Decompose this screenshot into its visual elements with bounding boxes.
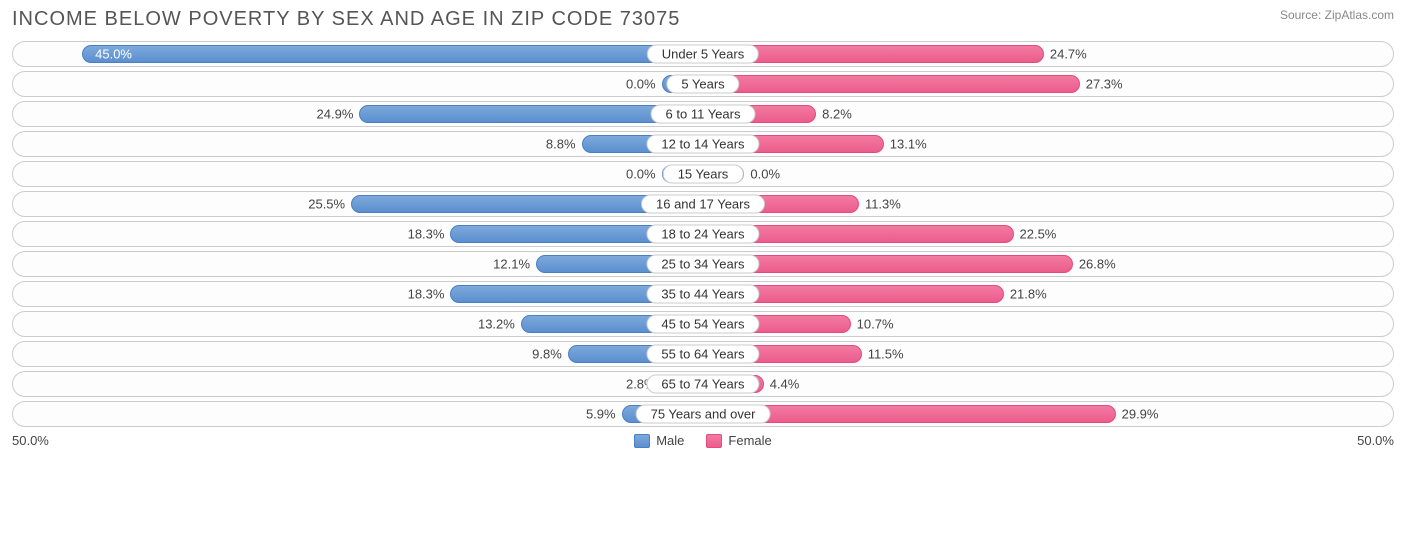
- female-half: 13.1%: [703, 132, 1393, 156]
- male-value-label: 18.3%: [408, 227, 445, 242]
- male-value-label: 9.8%: [532, 347, 562, 362]
- bar-row: 45.0% 24.7% Under 5 Years: [12, 41, 1394, 67]
- bar-row: 0.0% 0.0% 15 Years: [12, 161, 1394, 187]
- bar-row: 5.9% 29.9% 75 Years and over: [12, 401, 1394, 427]
- female-value-label: 4.4%: [770, 377, 800, 392]
- bar-row: 2.8% 4.4% 65 to 74 Years: [12, 371, 1394, 397]
- chart-title: INCOME BELOW POVERTY BY SEX AND AGE IN Z…: [12, 8, 680, 31]
- male-value-label: 25.5%: [308, 197, 345, 212]
- category-label: 16 and 17 Years: [641, 195, 765, 214]
- chart-source: Source: ZipAtlas.com: [1280, 8, 1394, 22]
- male-half: 8.8%: [13, 132, 703, 156]
- female-value-label: 11.5%: [868, 347, 904, 362]
- female-value-label: 24.7%: [1050, 47, 1087, 62]
- male-value-label: 18.3%: [408, 287, 445, 302]
- female-half: 26.8%: [703, 252, 1393, 276]
- category-label: Under 5 Years: [647, 45, 759, 64]
- chart-rows: 45.0% 24.7% Under 5 Years 0.0% 27.3% 5 Years 2…: [12, 41, 1394, 427]
- female-half: 24.7%: [703, 42, 1393, 66]
- female-bar: [703, 75, 1080, 93]
- legend: Male Female: [634, 433, 772, 448]
- female-half: 22.5%: [703, 222, 1393, 246]
- female-half: 8.2%: [703, 102, 1393, 126]
- bar-row: 18.3% 21.8% 35 to 44 Years: [12, 281, 1394, 307]
- female-half: 29.9%: [703, 402, 1393, 426]
- bar-row: 25.5% 11.3% 16 and 17 Years: [12, 191, 1394, 217]
- male-half: 13.2%: [13, 312, 703, 336]
- category-label: 55 to 64 Years: [646, 345, 759, 364]
- chart-container: INCOME BELOW POVERTY BY SEX AND AGE IN Z…: [0, 0, 1406, 460]
- female-half: 11.5%: [703, 342, 1393, 366]
- male-half: 18.3%: [13, 222, 703, 246]
- female-half: 4.4%: [703, 372, 1393, 396]
- category-label: 15 Years: [663, 165, 744, 184]
- female-value-label: 11.3%: [865, 197, 901, 212]
- female-value-label: 26.8%: [1079, 257, 1116, 272]
- category-label: 6 to 11 Years: [651, 105, 756, 124]
- legend-female-label: Female: [728, 433, 771, 448]
- bar-row: 9.8% 11.5% 55 to 64 Years: [12, 341, 1394, 367]
- male-value-label: 0.0%: [626, 77, 656, 92]
- female-value-label: 22.5%: [1020, 227, 1057, 242]
- category-label: 18 to 24 Years: [646, 225, 759, 244]
- female-value-label: 21.8%: [1010, 287, 1047, 302]
- category-label: 45 to 54 Years: [646, 315, 759, 334]
- legend-item-male: Male: [634, 433, 684, 448]
- male-value-label: 8.8%: [546, 137, 576, 152]
- female-swatch-icon: [706, 434, 722, 448]
- category-label: 35 to 44 Years: [646, 285, 759, 304]
- bar-row: 24.9% 8.2% 6 to 11 Years: [12, 101, 1394, 127]
- male-value-label: 45.0%: [95, 47, 132, 62]
- male-half: 24.9%: [13, 102, 703, 126]
- legend-male-label: Male: [656, 433, 684, 448]
- female-value-label: 13.1%: [890, 137, 927, 152]
- category-label: 5 Years: [666, 75, 739, 94]
- axis-right-label: 50.0%: [1357, 433, 1394, 448]
- male-bar: [82, 45, 703, 63]
- female-half: 11.3%: [703, 192, 1393, 216]
- female-value-label: 0.0%: [750, 167, 780, 182]
- axis-left-label: 50.0%: [12, 433, 49, 448]
- male-half: 18.3%: [13, 282, 703, 306]
- male-value-label: 0.0%: [626, 167, 656, 182]
- male-half: 5.9%: [13, 402, 703, 426]
- bar-row: 12.1% 26.8% 25 to 34 Years: [12, 251, 1394, 277]
- bar-row: 8.8% 13.1% 12 to 14 Years: [12, 131, 1394, 157]
- male-half: 12.1%: [13, 252, 703, 276]
- male-half: 45.0%: [13, 42, 703, 66]
- female-value-label: 27.3%: [1086, 77, 1123, 92]
- female-half: 21.8%: [703, 282, 1393, 306]
- female-value-label: 8.2%: [822, 107, 852, 122]
- male-swatch-icon: [634, 434, 650, 448]
- category-label: 65 to 74 Years: [646, 375, 759, 394]
- male-half: 2.8%: [13, 372, 703, 396]
- chart-header: INCOME BELOW POVERTY BY SEX AND AGE IN Z…: [12, 8, 1394, 31]
- female-half: 27.3%: [703, 72, 1393, 96]
- male-value-label: 13.2%: [478, 317, 515, 332]
- male-half: 9.8%: [13, 342, 703, 366]
- male-value-label: 24.9%: [317, 107, 354, 122]
- female-value-label: 10.7%: [857, 317, 894, 332]
- female-half: 10.7%: [703, 312, 1393, 336]
- female-half: 0.0%: [703, 162, 1393, 186]
- axis-row: 50.0% Male Female 50.0%: [12, 433, 1394, 448]
- bar-row: 13.2% 10.7% 45 to 54 Years: [12, 311, 1394, 337]
- legend-item-female: Female: [706, 433, 771, 448]
- bar-row: 18.3% 22.5% 18 to 24 Years: [12, 221, 1394, 247]
- category-label: 12 to 14 Years: [646, 135, 759, 154]
- bar-row: 0.0% 27.3% 5 Years: [12, 71, 1394, 97]
- category-label: 75 Years and over: [636, 405, 771, 424]
- male-half: 25.5%: [13, 192, 703, 216]
- female-value-label: 29.9%: [1122, 407, 1159, 422]
- category-label: 25 to 34 Years: [646, 255, 759, 274]
- male-value-label: 5.9%: [586, 407, 616, 422]
- male-value-label: 12.1%: [493, 257, 530, 272]
- male-half: 0.0%: [13, 162, 703, 186]
- male-half: 0.0%: [13, 72, 703, 96]
